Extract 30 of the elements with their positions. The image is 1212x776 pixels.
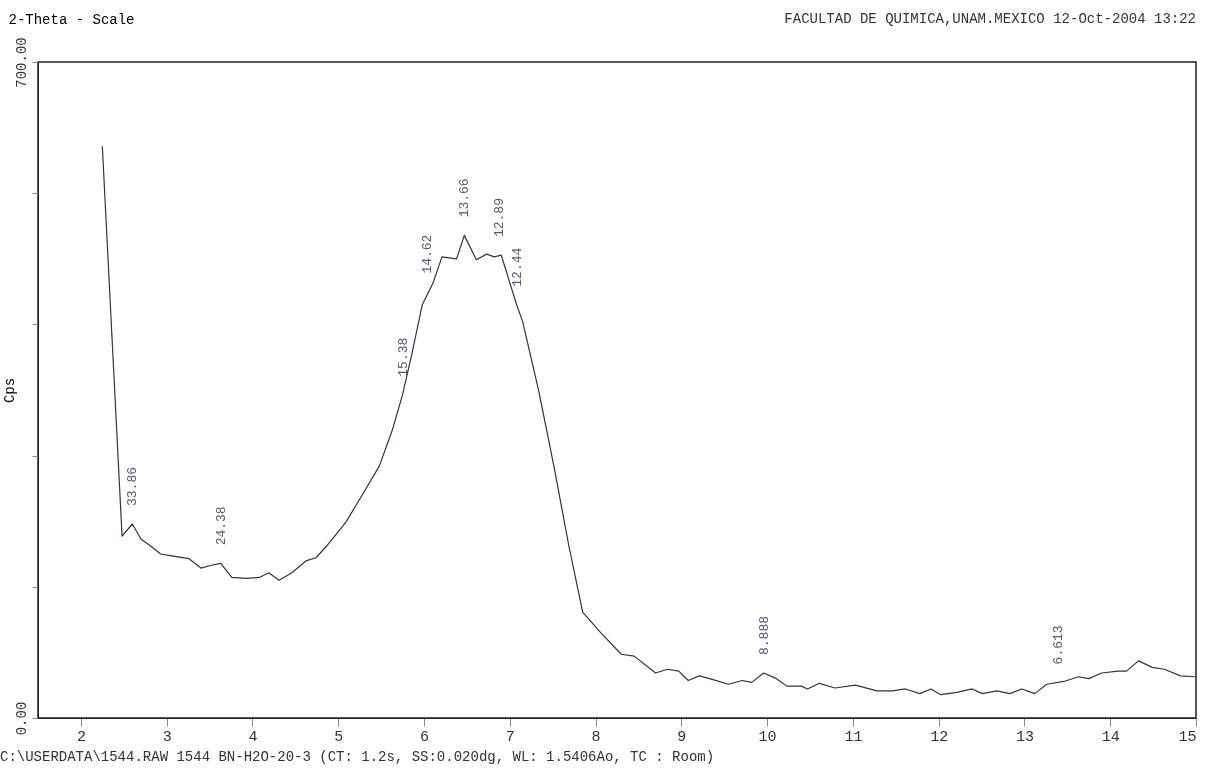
annotation: 14.62 — [420, 234, 436, 274]
annotation: 15.38 — [395, 337, 411, 377]
x-tick-label: 12 — [930, 728, 949, 746]
x-tick-label: 7 — [505, 728, 515, 746]
x-tick-label: 11 — [844, 728, 863, 746]
line-series — [101, 145, 1196, 696]
x-tick-label: 15 — [1178, 728, 1197, 746]
x-tick-label: 8 — [591, 728, 601, 746]
annotation: 6.613 — [1050, 625, 1066, 665]
x-tick-label: 4 — [248, 728, 258, 746]
annotation: 13.66 — [457, 178, 473, 218]
annotation: 24.38 — [213, 506, 229, 546]
y-tick-label: 700.00 — [13, 37, 30, 88]
x-tick-label: 9 — [677, 728, 687, 746]
y-tick-label: 0.00 — [13, 701, 30, 736]
y-axis-title: Cps — [1, 377, 18, 404]
text: C:\USERDATA\1544.RAW 1544 BN-H2O-20-3 (CT: 1.2s, SS:0.020dg, WL: 1.5406Ao, TC : Room) — [0, 749, 715, 765]
annotation: 33.86 — [125, 467, 141, 507]
x-tick-label: 10 — [758, 728, 777, 746]
x-tick-label: 2 — [76, 728, 86, 746]
x-tick-label: 13 — [1015, 728, 1034, 746]
x-axis-title: 2-Theta - Scale — [8, 11, 135, 28]
annotation: 12.89 — [492, 198, 508, 238]
annotation: 12.44 — [509, 247, 525, 287]
annotation: 8.888 — [756, 616, 772, 656]
x-tick-label: 5 — [334, 728, 344, 746]
x-tick-label: 3 — [162, 728, 172, 746]
x-tick-label: 6 — [419, 728, 430, 746]
chart-title: FACULTAD DE QUIMICA,UNAM.MEXICO 12-Oct-2004 13:22 — [784, 11, 1196, 27]
x-tick-label: 14 — [1101, 728, 1120, 746]
